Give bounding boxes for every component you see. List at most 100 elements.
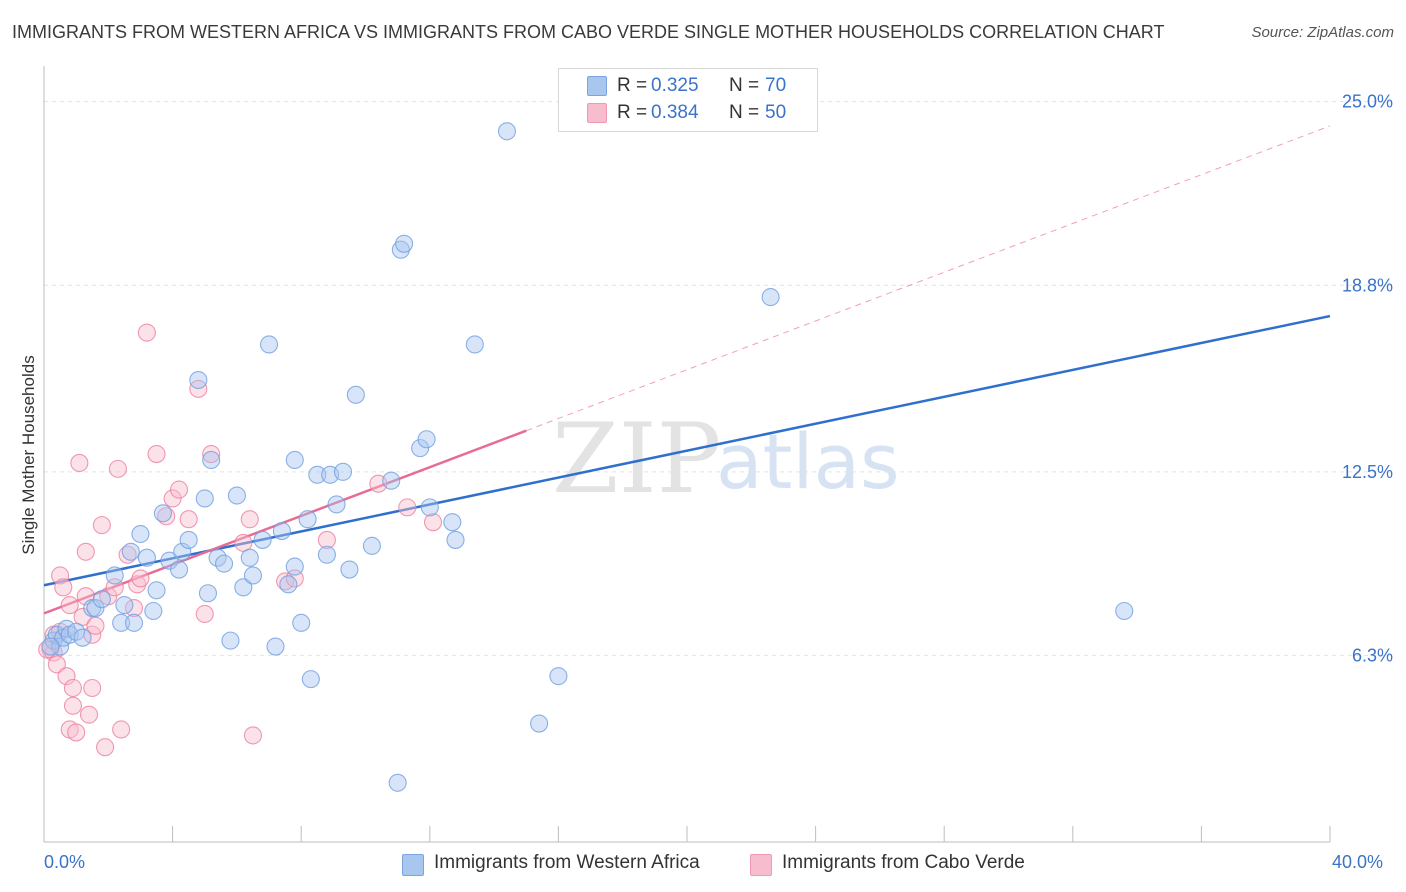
data-point-western-africa [92,590,111,609]
y-tick-label: 18.8% [1342,275,1393,295]
data-point-cabo-verde [47,655,66,674]
trend-line [43,429,527,615]
data-point-western-africa [121,542,140,561]
data-point-cabo-verde [398,498,417,517]
watermark: ZIP atlas [552,403,900,515]
data-point-cabo-verde [57,667,76,686]
data-point-western-africa [86,599,105,618]
data-point-cabo-verde [67,723,86,742]
data-point-western-africa [198,584,218,603]
data-point-western-africa [253,530,272,549]
data-point-western-africa [214,554,234,573]
data-point-cabo-verde [147,445,166,464]
data-point-western-africa [327,495,346,514]
data-point-western-africa [388,773,407,792]
data-point-western-africa [279,575,298,594]
data-point-western-africa [497,122,517,141]
data-point-western-africa [308,465,327,484]
bottom-legend-swatch-cabo-verde [750,854,772,876]
data-point-western-africa [298,510,317,529]
data-point-cabo-verde [86,616,105,635]
data-point-western-africa [124,613,144,632]
data-point-western-africa [227,486,246,505]
data-point-western-africa [41,637,60,656]
data-point-cabo-verde [70,453,89,472]
data-point-western-africa [417,430,436,449]
y-tick-label: 25.0% [1342,92,1393,112]
data-point-western-africa [105,566,124,585]
data-point-cabo-verde [157,507,176,526]
trend-extension-line [526,125,1331,432]
data-point-western-africa [115,596,134,615]
data-point-western-africa [234,578,253,597]
data-point-cabo-verde [118,545,137,564]
x-tick-label-min: 0.0% [44,852,86,872]
data-point-western-africa [346,385,365,404]
data-point-western-africa [147,581,166,600]
data-point-cabo-verde [51,566,70,585]
r-label: R = [617,102,648,123]
data-point-cabo-verde [169,480,189,499]
data-point-cabo-verde [131,569,150,588]
data-point-western-africa [169,560,189,579]
watermark-zip: ZIP [552,403,721,515]
data-point-cabo-verde [163,489,182,508]
data-point-western-africa [340,560,359,579]
data-point-western-africa [1115,601,1134,621]
data-point-western-africa [112,613,131,632]
data-point-western-africa [301,670,320,689]
bottom-legend-swatch-western-africa [402,854,424,876]
data-point-western-africa [73,628,92,647]
bottom-legend-label: Immigrants from Western Africa [434,852,700,873]
y-tick-label: 12.5% [1342,462,1393,482]
r-value: 0.384 [651,102,699,123]
trend-lines [43,125,1331,615]
data-point-cabo-verde [96,738,115,757]
data-point-western-africa [443,513,462,532]
data-point-cabo-verde [83,678,102,698]
data-point-cabo-verde [317,530,336,549]
data-point-western-africa [530,714,549,733]
data-point-cabo-verde [202,445,221,464]
data-point-western-africa [144,601,163,621]
r-label: R = [617,75,648,96]
legend-swatch-western-africa [587,76,607,96]
chart-title: IMMIGRANTS FROM WESTERN AFRICA VS IMMIGR… [12,22,1165,42]
data-point-cabo-verde [243,726,263,745]
data-point-western-africa [465,335,484,354]
data-point-western-africa [137,548,156,567]
bottom-legend-label: Immigrants from Cabo Verde [782,852,1025,873]
data-point-cabo-verde [76,542,95,561]
data-point-western-africa [153,504,173,523]
data-point-cabo-verde [60,596,79,615]
source-note: Source: ZipAtlas.com [1251,24,1394,41]
data-point-cabo-verde [63,696,82,715]
data-point-western-africa [221,631,240,650]
data-point-western-africa [411,439,430,458]
data-point-cabo-verde [240,510,259,529]
data-point-western-africa [382,471,401,490]
y-tick-labels: 6.3% 12.5% 18.8% 25.0% [1342,92,1393,666]
data-point-cabo-verde [108,459,127,478]
data-point-western-africa [446,530,465,549]
data-point-western-africa [202,450,221,470]
data-point-western-africa [266,637,285,656]
data-points [38,122,1134,792]
data-point-cabo-verde [63,678,82,698]
watermark-atlas: atlas [716,417,900,506]
r-value: 0.325 [651,75,699,96]
data-point-cabo-verde [54,578,73,597]
n-label: N = [729,102,760,123]
data-point-western-africa [131,524,150,544]
data-point-western-africa [362,536,381,555]
data-point-western-africa [272,522,291,541]
x-tick-label-max: 40.0% [1332,852,1384,872]
data-point-western-africa [549,667,568,686]
n-label: N = [729,75,760,96]
data-point-western-africa [179,530,198,549]
data-point-western-africa [292,613,311,632]
grid-lines [44,101,1392,656]
data-point-cabo-verde [179,510,198,529]
data-point-cabo-verde [79,705,99,724]
